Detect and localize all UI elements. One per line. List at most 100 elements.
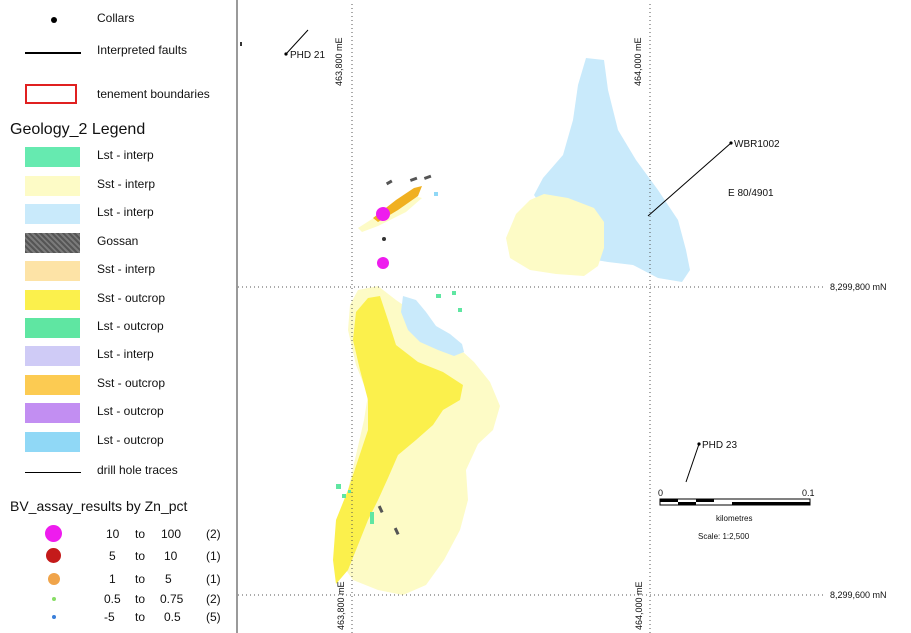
legend-geology-item: Sst - outcrop — [0, 288, 236, 312]
legend-geology-item: Sst - interp — [0, 259, 236, 283]
assay-class-row: -5 to 0.5 (5) — [0, 608, 236, 626]
drill-hole-label: PHD 21 — [290, 50, 325, 61]
geology-swatch — [25, 432, 80, 452]
assay-count: (1) — [206, 572, 221, 586]
sst-outcrop-polygon — [333, 296, 463, 584]
legend-label: Lst - interp — [97, 148, 154, 162]
drill-trace-line-icon — [25, 472, 81, 473]
drill-hole-label: PHD 23 — [702, 440, 737, 451]
assay-class-row: 5 to 10 (1) — [0, 547, 236, 565]
assay-to-word: to — [135, 527, 146, 541]
grid-label-e2-bottom: 464,000 mE — [634, 581, 644, 630]
geology-swatch — [25, 233, 80, 253]
legend-geology-item: Lst - outcrop — [0, 430, 236, 454]
drill-hole-wbr1002[interactable]: WBR1002 — [647, 139, 780, 217]
legend-geology-item: Lst - interp — [0, 145, 236, 169]
assay-class-row: 1 to 5 (1) — [0, 570, 236, 588]
assay-count: (2) — [206, 592, 221, 606]
legend-geology-item: Sst - interp — [0, 174, 236, 198]
legend-item-faults: Interpreted faults — [0, 40, 236, 64]
legend-label: Gossan — [97, 234, 139, 248]
assay-from: 0.5 — [104, 592, 121, 606]
assay-count: (1) — [206, 549, 221, 563]
assay-count: (2) — [206, 527, 221, 541]
assay-to-word: to — [135, 610, 146, 624]
assay-point-high[interactable] — [376, 207, 390, 221]
assay-point-high[interactable] — [377, 257, 389, 269]
grid-label-e1-top: 463,800 mE — [334, 37, 344, 86]
map-legend-panel: Collars Interpreted faults tenement boun… — [0, 0, 238, 633]
assay-to: 0.75 — [160, 592, 184, 606]
scale-ratio-label: Scale: 1:2,500 — [698, 532, 750, 541]
legend-item-tenement: tenement boundaries — [0, 84, 236, 108]
legend-label: Interpreted faults — [97, 43, 188, 57]
geology-swatch — [25, 261, 80, 281]
assay-count: (5) — [206, 610, 221, 624]
geology-swatch — [25, 204, 80, 224]
legend-geology-item: Lst - outcrop — [0, 401, 236, 425]
assay-from: -5 — [104, 610, 115, 624]
map-svg: 463,800 mE 464,000 mE 463,800 mE 464,000… — [238, 0, 911, 633]
drill-hole-phd21[interactable]: PHD 21 — [284, 29, 325, 61]
assay-legend-title: BV_assay_results by Zn_pct — [10, 498, 188, 514]
scale-bar: 0 0.1 kilometres Scale: 1:2,500 — [658, 488, 815, 541]
tenement-label: E 80/4901 — [728, 188, 774, 199]
legend-geology-item: Lst - interp — [0, 344, 236, 368]
grid-label-n2: 8,299,600 mN — [830, 590, 887, 600]
assay-to: 100 — [161, 527, 182, 541]
assay-dot-icon — [45, 525, 62, 542]
geology-swatch — [25, 346, 80, 366]
collar-dot-icon — [51, 17, 57, 23]
legend-label: Sst - interp — [97, 177, 156, 191]
lst-outcrop-specks — [336, 291, 462, 524]
assay-class-row: 0.5 to 0.75 (2) — [0, 590, 236, 608]
assay-to: 5 — [165, 572, 172, 586]
assay-from: 1 — [109, 572, 116, 586]
geology-legend-title: Geology_2 Legend — [10, 121, 146, 138]
assay-dot-icon — [52, 615, 56, 619]
legend-label: tenement boundaries — [97, 87, 210, 101]
tenement-box-icon — [25, 84, 77, 104]
geology-swatch — [25, 375, 80, 395]
drill-hole-phd23[interactable]: PHD 23 — [685, 440, 737, 483]
assay-class-row: 10 to 100 (2) — [0, 525, 236, 543]
legend-label: Lst - interp — [97, 205, 154, 219]
legend-label: Lst - interp — [97, 347, 154, 361]
assay-from: 10 — [106, 527, 120, 541]
map-top-margin — [238, 0, 911, 4]
legend-label: Sst - interp — [97, 262, 156, 276]
legend-label: Sst - outcrop — [97, 291, 166, 305]
legend-label: Lst - outcrop — [97, 433, 164, 447]
assay-to-word: to — [135, 592, 146, 606]
assay-to: 10 — [164, 549, 178, 563]
collar-point[interactable] — [382, 237, 386, 241]
legend-label: drill hole traces — [97, 463, 178, 477]
grid-label-e2-top: 464,000 mE — [633, 37, 643, 86]
assay-dot-icon — [46, 548, 61, 563]
map-edge-mark — [240, 42, 242, 46]
geology-swatch — [25, 318, 80, 338]
legend-geology-item: Gossan — [0, 231, 236, 255]
legend-label: Lst - outcrop — [97, 319, 164, 333]
legend-item-drill-traces: drill hole traces — [0, 460, 236, 484]
assay-from: 5 — [109, 549, 116, 563]
drill-hole-label: WBR1002 — [734, 139, 780, 150]
scale-start-label: 0 — [658, 488, 663, 498]
legend-label: Collars — [97, 11, 135, 25]
lst-outcrop-speck — [434, 192, 438, 196]
grid-label-e1-bottom: 463,800 mE — [336, 581, 346, 630]
geology-swatch — [25, 147, 80, 167]
lst-interp-polygon-small — [401, 296, 464, 356]
sst-interp-polygon-east — [506, 194, 604, 276]
fault-line-icon — [25, 52, 81, 54]
assay-to-word: to — [135, 549, 146, 563]
legend-geology-item: Lst - interp — [0, 202, 236, 226]
geology-swatch — [25, 176, 80, 196]
map-canvas[interactable]: 463,800 mE 464,000 mE 463,800 mE 464,000… — [238, 0, 911, 633]
gossan-patches — [377, 174, 432, 536]
map-grid — [238, 0, 823, 633]
geology-swatch — [25, 403, 80, 423]
assay-to-word: to — [135, 572, 146, 586]
legend-geology-item: Sst - outcrop — [0, 373, 236, 397]
assay-to: 0.5 — [164, 610, 181, 624]
